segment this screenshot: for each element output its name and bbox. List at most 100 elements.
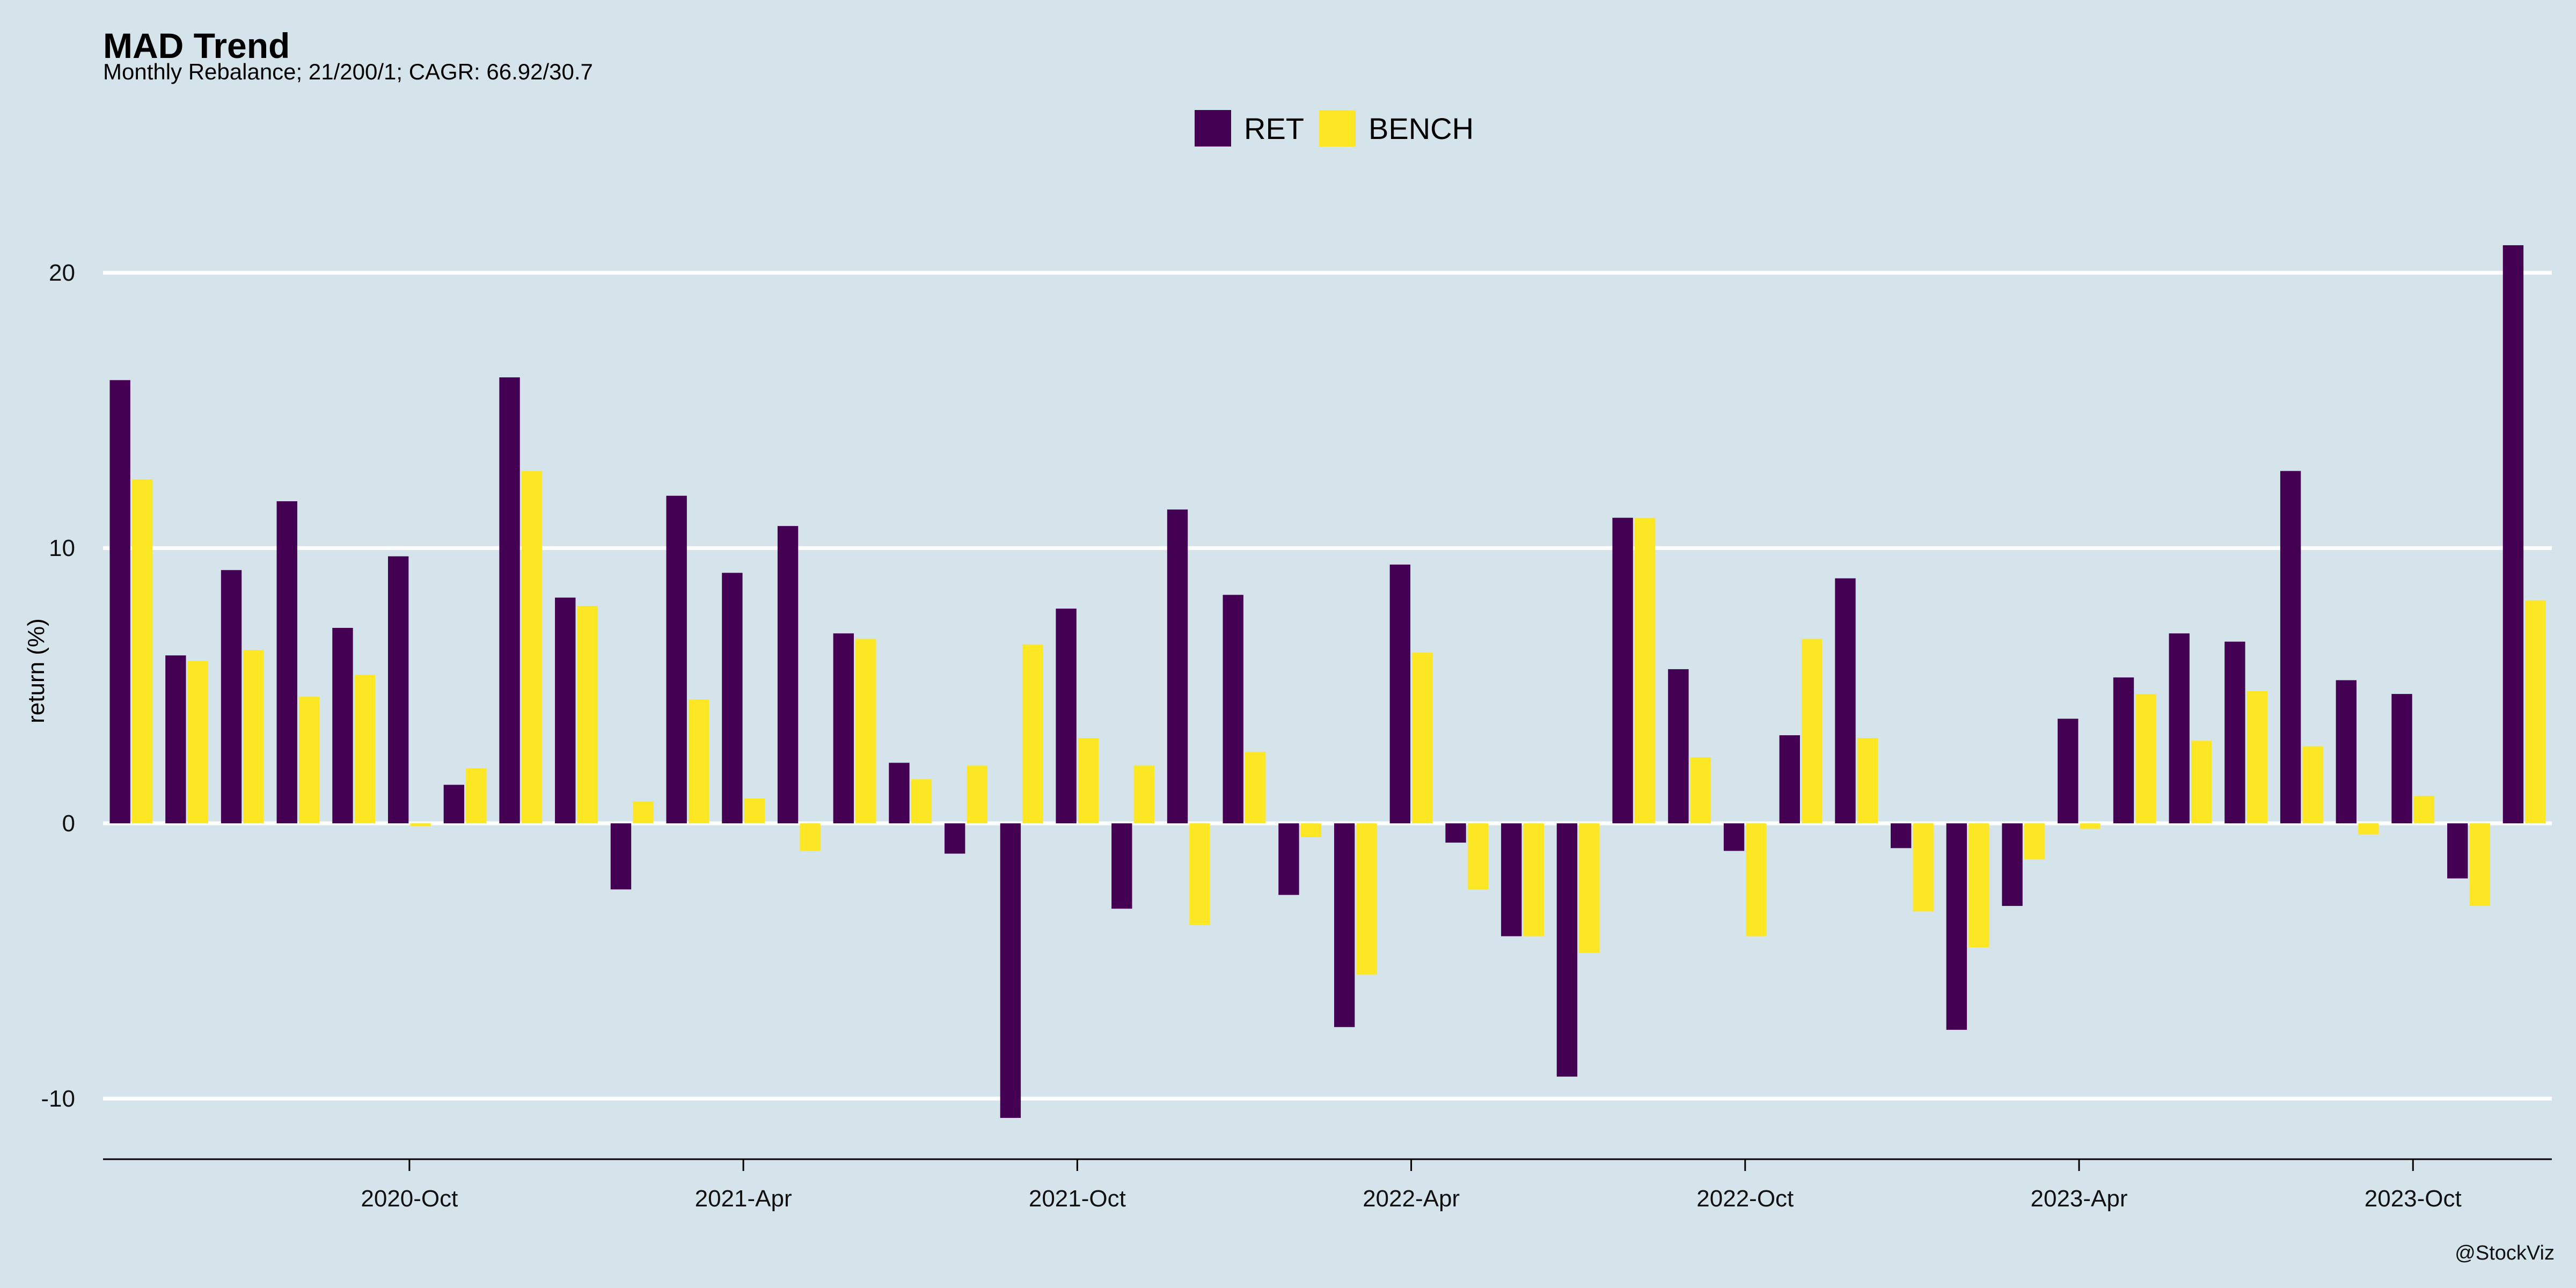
bar-bench-2020-07 [243, 650, 264, 824]
legend-label-bench: BENCH [1368, 112, 1474, 145]
bar-ret-2022-07 [1556, 823, 1578, 1077]
x-tick-label: 2021-Apr [695, 1185, 792, 1212]
bar-bench-2022-05 [1467, 823, 1489, 890]
y-axis-title: return (%) [23, 618, 49, 723]
bar-ret-2022-08 [1612, 517, 1633, 824]
bar-ret-2023-01 [1890, 823, 1912, 848]
bar-bench-2023-11 [2469, 823, 2490, 906]
bar-ret-2022-03 [1334, 823, 1355, 1027]
bar-ret-2022-09 [1668, 669, 1689, 824]
bar-bench-2020-11 [466, 768, 487, 824]
bar-ret-2022-11 [1779, 735, 1800, 824]
bar-ret-2023-04 [2058, 719, 2079, 824]
bar-ret-2022-10 [1723, 823, 1745, 851]
bar-ret-2020-11 [443, 785, 465, 824]
y-tick-label: -10 [41, 1086, 75, 1112]
axes: -10 0 10 20 2020-Oct 2021-Apr 2021-Oct 2022-Apr… [41, 260, 2552, 1212]
bar-ret-2021-01 [555, 597, 576, 824]
bar-bench-2022-06 [1523, 823, 1544, 936]
bar-bench-2023-12 [2525, 600, 2546, 824]
bar-ret-2021-03 [666, 495, 687, 824]
bar-ret-2020-06 [165, 655, 186, 824]
bar-ret-2021-06 [833, 633, 854, 824]
bar-ret-2023-09 [2336, 680, 2357, 824]
bar-ret-2022-12 [1835, 578, 1856, 824]
bar-bench-2023-07 [2246, 691, 2268, 824]
bar-bench-2021-10 [1078, 738, 1099, 824]
bar-bench-2022-11 [1802, 639, 1823, 824]
bar-ret-2023-08 [2280, 471, 2301, 824]
credit-text: @StockViz [2455, 1242, 2555, 1264]
bar-bench-2022-03 [1356, 823, 1377, 975]
bar-bench-2020-05 [131, 479, 153, 824]
bar-ret-2021-09 [1000, 823, 1021, 1118]
bar-bench-2023-10 [2413, 795, 2435, 824]
bar-ret-2022-02 [1278, 823, 1299, 895]
bar-ret-2020-12 [499, 377, 520, 824]
bar-bench-2023-03 [2024, 823, 2045, 859]
bars [109, 245, 2546, 1118]
bar-bench-2021-01 [577, 605, 598, 824]
bar-ret-2020-08 [276, 501, 297, 824]
x-tick-label: 2023-Apr [2031, 1185, 2128, 1212]
x-tick-label: 2020-Oct [361, 1185, 458, 1212]
bar-ret-2021-02 [610, 823, 632, 890]
bar-ret-2021-10 [1056, 609, 1077, 824]
bar-ret-2021-05 [777, 526, 799, 824]
bar-bench-2020-12 [521, 471, 543, 824]
bar-bench-2021-06 [855, 639, 876, 824]
bar-bench-2023-02 [1968, 823, 1989, 948]
bar-bench-2021-04 [744, 799, 765, 824]
bar-bench-2021-07 [911, 779, 932, 824]
x-tick-label: 2022-Oct [1696, 1185, 1794, 1212]
bar-ret-2022-06 [1501, 823, 1522, 936]
bar-ret-2021-04 [722, 573, 743, 824]
legend-swatch-bench [1319, 110, 1356, 147]
bar-ret-2022-01 [1223, 595, 1243, 824]
bar-bench-2023-09 [2358, 823, 2379, 835]
bar-bench-2022-09 [1690, 757, 1711, 824]
bar-ret-2023-03 [2002, 823, 2023, 906]
bar-bench-2023-05 [2135, 694, 2156, 824]
bar-ret-2021-12 [1167, 509, 1188, 824]
bar-bench-2021-11 [1133, 765, 1154, 824]
bar-bench-2020-10 [410, 823, 431, 826]
legend: RET BENCH [1195, 110, 1474, 147]
chart-title: MAD Trend [103, 26, 290, 65]
bar-ret-2020-05 [109, 380, 130, 824]
bar-bench-2021-05 [800, 823, 821, 851]
bar-bench-2021-02 [633, 801, 654, 824]
bar-bench-2021-03 [688, 699, 709, 824]
bar-ret-2023-12 [2502, 245, 2524, 824]
bar-ret-2023-06 [2169, 633, 2190, 824]
bar-ret-2023-11 [2447, 823, 2468, 879]
bar-ret-2023-10 [2391, 694, 2412, 824]
bar-ret-2022-04 [1389, 564, 1411, 824]
bar-bench-2022-07 [1579, 823, 1600, 953]
x-tick-label: 2021-Oct [1029, 1185, 1126, 1212]
legend-label-ret: RET [1244, 112, 1304, 145]
bar-ret-2021-11 [1111, 823, 1132, 909]
bar-ret-2020-07 [221, 570, 242, 824]
x-tick-label: 2022-Apr [1363, 1185, 1460, 1212]
bar-ret-2021-08 [945, 823, 965, 854]
bar-bench-2020-06 [187, 661, 209, 824]
bar-ret-2020-09 [332, 627, 353, 824]
bar-bench-2022-04 [1412, 653, 1433, 824]
y-tick-label: 10 [49, 535, 75, 561]
bar-bench-2023-06 [2191, 741, 2212, 824]
bar-bench-2023-08 [2302, 746, 2323, 824]
bar-ret-2020-10 [387, 556, 409, 824]
bar-ret-2023-05 [2113, 677, 2134, 824]
bar-bench-2021-09 [1022, 644, 1043, 824]
legend-swatch-ret [1195, 110, 1231, 147]
bar-bench-2021-08 [967, 765, 987, 824]
bar-bench-2022-08 [1634, 517, 1656, 824]
bar-bench-2022-10 [1746, 823, 1767, 936]
y-tick-label: 20 [49, 260, 75, 286]
y-tick-label: 0 [62, 810, 75, 837]
bar-ret-2023-02 [1946, 823, 1967, 1030]
bar-bench-2022-12 [1857, 738, 1878, 824]
bar-bench-2023-01 [1913, 823, 1934, 912]
